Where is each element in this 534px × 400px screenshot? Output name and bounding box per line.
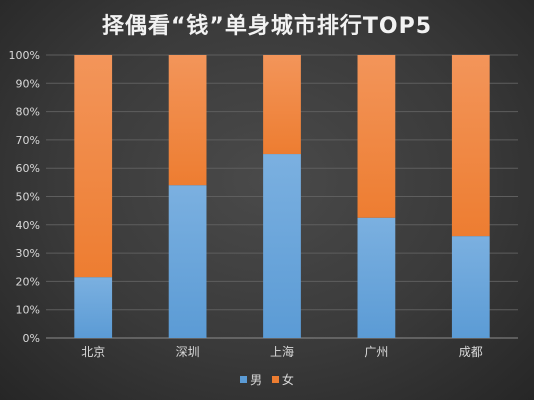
legend-swatch-female [271, 376, 279, 383]
x-tick-label: 上海 [270, 344, 294, 359]
y-tick-label: 100% [9, 49, 40, 62]
y-tick-label: 0% [23, 332, 40, 345]
x-tick-label: 成都 [459, 345, 483, 359]
bar-segment-female [263, 55, 301, 155]
y-tick-label: 80% [16, 106, 40, 119]
y-tick-label: 70% [16, 134, 40, 147]
y-tick-label: 60% [16, 162, 40, 175]
bar-segment-male [168, 185, 207, 338]
x-tick-label: 深圳 [176, 345, 200, 359]
bar-segment-male [263, 154, 301, 338]
legend-item-male: 男 [240, 371, 262, 388]
y-tick-label: 50% [16, 191, 40, 204]
bar-segment-female [451, 55, 490, 237]
legend-item-female: 女 [271, 371, 294, 388]
bar-segment-male [357, 217, 396, 338]
bar-segment-male [74, 277, 113, 338]
bar-segment-female [74, 55, 113, 278]
y-tick-label: 30% [16, 247, 40, 260]
bar-segment-female [357, 55, 396, 218]
legend-swatch-male [240, 376, 248, 383]
legend: 男 女 [0, 371, 534, 388]
y-tick-label: 20% [16, 275, 40, 288]
y-tick-label: 10% [16, 304, 40, 317]
legend-label-male: 男 [250, 373, 263, 387]
chart-title: 择偶看“钱”单身城市排行TOP5 [101, 14, 433, 39]
y-tick-label: 90% [16, 77, 40, 90]
y-tick-label: 40% [16, 219, 40, 232]
legend-label-female: 女 [281, 373, 294, 387]
x-tick-label: 广州 [364, 345, 388, 359]
bar-segment-female [168, 55, 207, 186]
bar-segment-male [451, 236, 490, 338]
x-tick-label: 北京 [81, 345, 105, 359]
